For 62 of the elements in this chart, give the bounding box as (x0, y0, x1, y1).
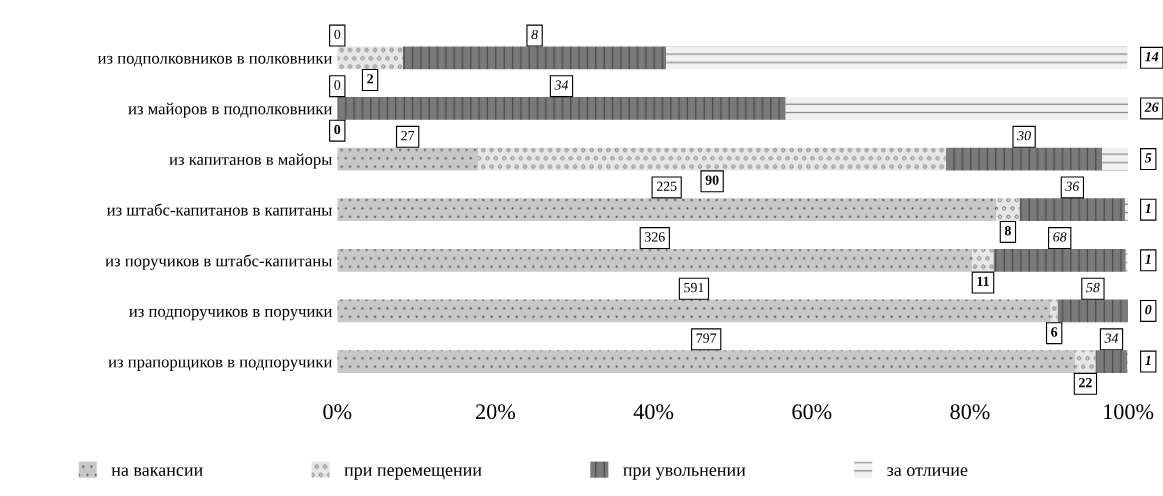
annotation: 0 (334, 124, 341, 135)
annotation: 225 (656, 181, 677, 191)
bar (337, 248, 973, 272)
bar (1102, 147, 1129, 171)
x-tick-label: 80% (950, 404, 990, 420)
x-tick-label: 40% (633, 404, 674, 420)
bar (337, 299, 1051, 323)
bar (337, 350, 1076, 373)
annotation: 27 (401, 130, 415, 141)
bar (402, 46, 667, 70)
legend-label: на вакансии (111, 467, 203, 477)
annotation: 591 (684, 282, 704, 293)
bar (1057, 299, 1129, 323)
text: 26 (1144, 102, 1159, 112)
annotation: 34 (1104, 333, 1119, 343)
annotation: 68 (1053, 232, 1067, 242)
annotation: 11 (977, 276, 989, 286)
x-tick-label: 20% (476, 404, 516, 420)
y-tick-label: из прапорщиков в подпоручики (108, 359, 333, 371)
bar (478, 147, 947, 171)
legend-label: при увольнении (623, 467, 746, 480)
x-tick-label: 60% (792, 404, 832, 420)
legend-label: при перемещении (344, 467, 482, 480)
annotation: 0 (334, 29, 341, 40)
annotation: 8 (531, 29, 538, 40)
bar (337, 147, 479, 171)
bar (785, 97, 1129, 120)
y-tick-label: из поручиков в штабс-капитаны (105, 254, 333, 270)
bar (337, 46, 403, 70)
y-tick-label: из штабс-капитанов в капитаны (106, 203, 333, 216)
bar (337, 97, 786, 120)
y-tick-label: из майоров в подполковники (128, 102, 333, 118)
text: 14 (1145, 51, 1159, 62)
x-tick-label: 100% (1104, 404, 1154, 420)
annotation: 2 (367, 74, 373, 84)
x-tick-label: 0% (323, 404, 352, 420)
annotation: 90 (705, 175, 719, 185)
annotation: 797 (696, 333, 717, 343)
annotation: 30 (1017, 130, 1031, 141)
annotation: 58 (1086, 282, 1100, 293)
bar (666, 46, 1128, 70)
text: 0 (1145, 305, 1152, 315)
text: 1 (1145, 203, 1151, 214)
bar (993, 248, 1126, 272)
annotation: 8 (1004, 226, 1011, 236)
annotation: 0 (334, 80, 341, 90)
legend-label: за отличие (887, 467, 968, 477)
text: 1 (1145, 355, 1151, 365)
y-tick-label: из подполковников в полковники (97, 55, 333, 67)
annotation: 34 (554, 80, 569, 90)
annotation: 22 (1079, 377, 1092, 388)
annotation: 6 (1051, 327, 1058, 337)
y-tick-label: из подпоручиков в поручики (129, 308, 333, 321)
annotation: 36 (1065, 181, 1080, 191)
text: 1 (1145, 254, 1151, 264)
bar (1019, 198, 1125, 222)
bar (946, 147, 1103, 171)
text: 5 (1144, 153, 1152, 163)
bar (337, 198, 997, 222)
bar (1124, 198, 1129, 222)
annotation: 326 (645, 232, 665, 242)
y-tick-label: из капитанов в майоры (169, 153, 333, 169)
